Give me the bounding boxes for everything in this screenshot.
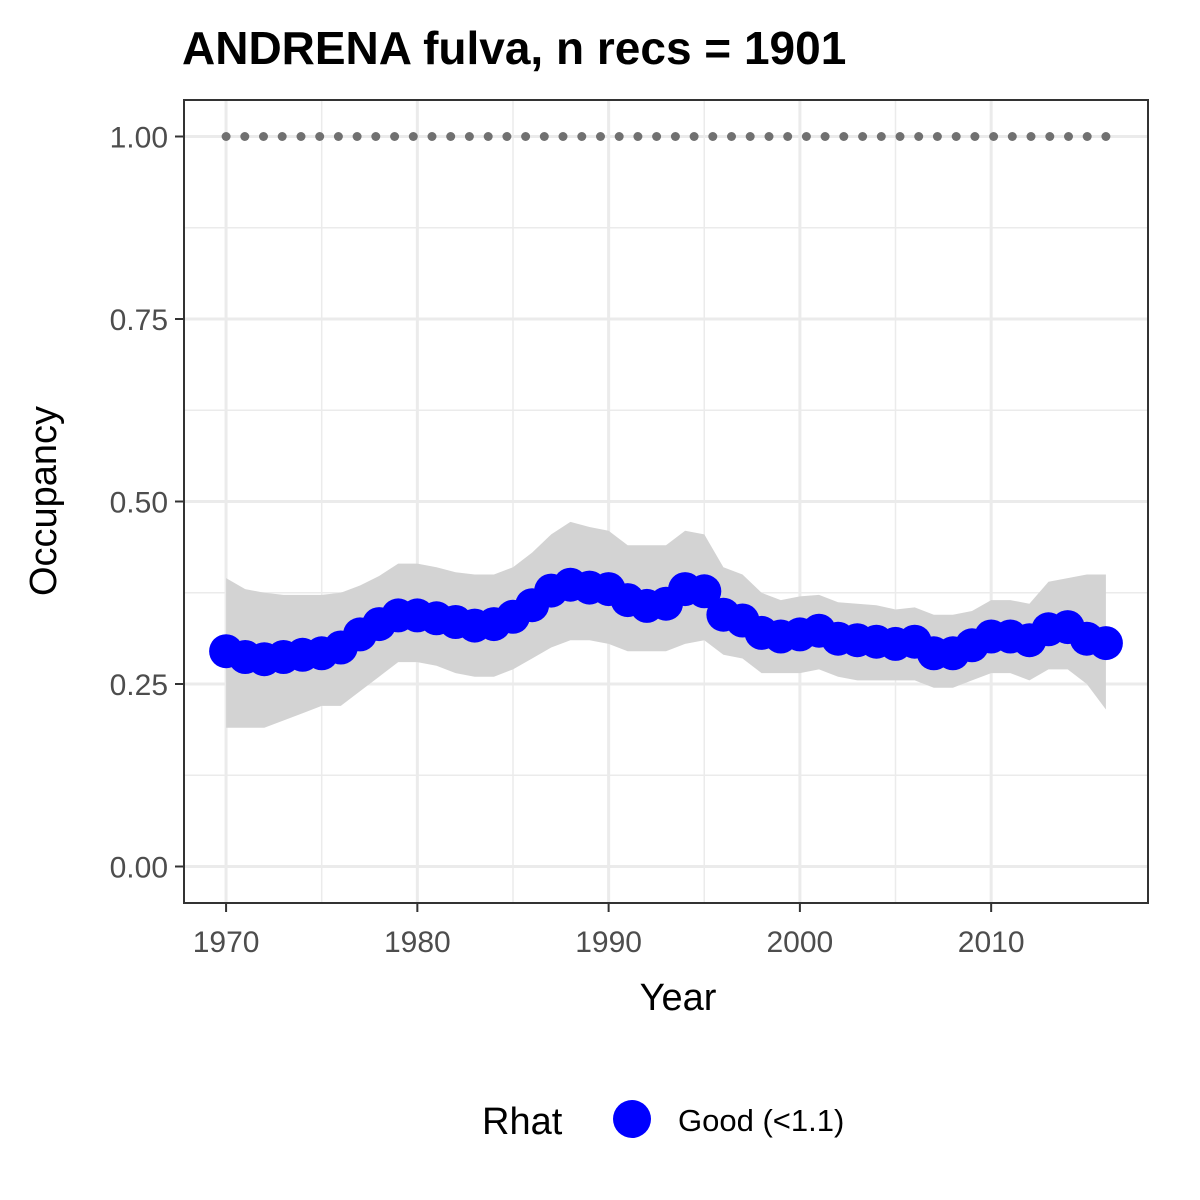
reference-dot <box>577 132 587 141</box>
reference-dot <box>483 132 493 141</box>
y-tick-label: 0.25 <box>110 669 168 702</box>
credible-interval-layer <box>226 521 1106 728</box>
legend-label-good: Good (<1.1) <box>678 1103 844 1138</box>
legend: Rhat Good (<1.1) <box>482 1100 844 1143</box>
reference-dot <box>1101 132 1111 141</box>
reference-dot <box>539 132 549 141</box>
reference-dot <box>408 132 418 141</box>
reference-dot <box>670 132 680 141</box>
reference-line-layer <box>221 132 1111 141</box>
reference-dot <box>914 132 924 141</box>
occupancy-point <box>687 574 722 609</box>
reference-dot <box>1007 132 1017 141</box>
occupancy-point <box>1088 626 1123 661</box>
reference-dot <box>1026 132 1036 141</box>
reference-dot <box>1045 132 1055 141</box>
grid-major <box>184 100 1148 903</box>
reference-dot <box>296 132 306 141</box>
reference-dot <box>783 132 793 141</box>
reference-dot <box>932 132 942 141</box>
reference-dot <box>371 132 381 141</box>
y-axis-title: Occupancy <box>23 406 65 596</box>
reference-dot <box>820 132 830 141</box>
y-tick-label: 1.00 <box>110 122 168 155</box>
reference-dot <box>858 132 868 141</box>
reference-dot <box>315 132 325 141</box>
reference-dot <box>277 132 287 141</box>
y-tick-label: 0.75 <box>110 304 168 337</box>
chart-title: ANDRENA fulva, n recs = 1901 <box>182 22 846 74</box>
reference-dot <box>427 132 437 141</box>
x-tick-label: 1970 <box>193 926 260 959</box>
reference-dot <box>390 132 400 141</box>
reference-dot <box>259 132 268 141</box>
reference-dot <box>689 132 699 141</box>
reference-dot <box>801 132 811 141</box>
x-axis-title: Year <box>640 977 717 1019</box>
y-tick-label: 0.00 <box>110 852 168 885</box>
reference-dot <box>352 132 362 141</box>
reference-dot <box>558 132 568 141</box>
x-tick-label: 2010 <box>958 926 1025 959</box>
reference-dot <box>240 132 250 141</box>
x-axis: 1970 1980 1990 2000 2010 <box>193 903 1025 959</box>
y-axis: 0.00 0.25 0.50 0.75 1.00 <box>110 122 184 885</box>
reference-dot <box>895 132 905 141</box>
credible-interval-ribbon <box>226 521 1106 728</box>
legend-key-good <box>613 1100 651 1138</box>
reference-dot <box>633 132 643 141</box>
reference-dot <box>333 132 343 141</box>
reference-dot <box>745 132 755 141</box>
reference-dot <box>464 132 474 141</box>
reference-dot <box>951 132 961 141</box>
legend-title: Rhat <box>482 1101 563 1143</box>
reference-dot <box>614 132 624 141</box>
reference-dot <box>652 132 662 141</box>
occupancy-points-layer <box>209 567 1123 677</box>
reference-dot <box>839 132 849 141</box>
reference-dot <box>989 132 999 141</box>
reference-dot <box>1064 132 1073 141</box>
y-tick-label: 0.50 <box>110 487 168 520</box>
reference-dot <box>970 132 980 141</box>
reference-dot <box>708 132 718 141</box>
reference-dot <box>446 132 456 141</box>
x-tick-label: 2000 <box>767 926 834 959</box>
reference-dot <box>221 132 231 141</box>
reference-dot <box>502 132 512 141</box>
reference-dot <box>521 132 531 141</box>
reference-dot <box>1082 132 1092 141</box>
reference-dot <box>727 132 736 141</box>
x-tick-label: 1980 <box>384 926 451 959</box>
x-tick-label: 1990 <box>575 926 642 959</box>
reference-dot <box>764 132 774 141</box>
reference-dot <box>596 132 605 141</box>
reference-dot <box>876 132 886 141</box>
